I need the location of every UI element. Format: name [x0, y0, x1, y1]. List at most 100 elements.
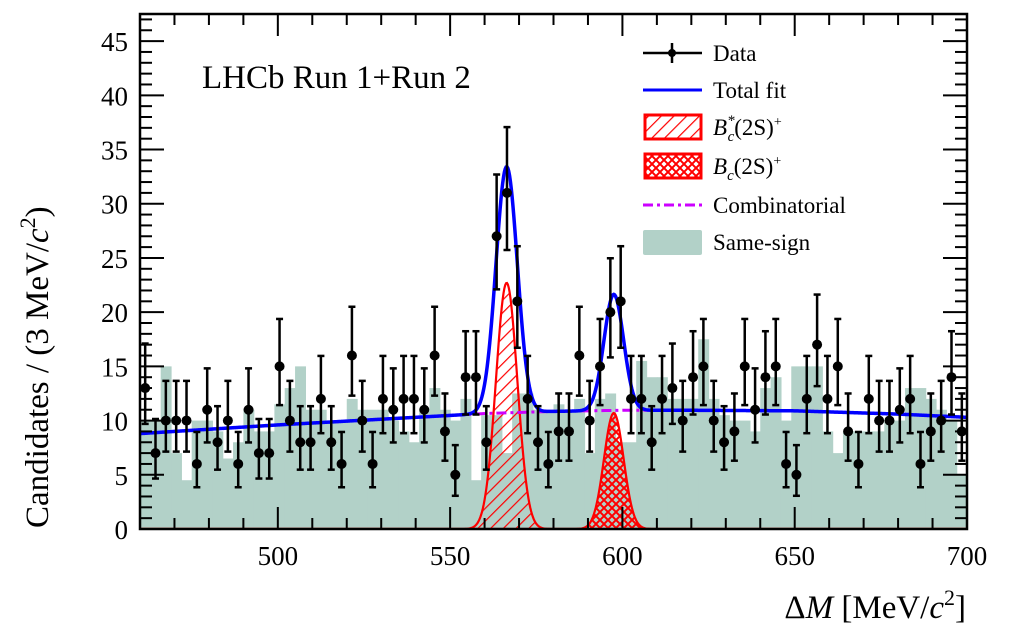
- data-point: [605, 256, 616, 359]
- data-marker: [481, 437, 492, 448]
- data-point: [657, 354, 668, 435]
- y-tick-label: 20: [101, 298, 128, 328]
- data-point: [264, 417, 275, 480]
- data-marker: [388, 404, 399, 415]
- bc-rest: (2S): [734, 154, 774, 179]
- data-point: [377, 354, 388, 435]
- data-point: [832, 317, 843, 407]
- data-point: [181, 379, 192, 453]
- data-marker: [408, 393, 419, 404]
- same-sign-bin: [667, 398, 679, 529]
- same-sign-bin: [594, 398, 606, 529]
- same-sign-bin: [243, 409, 255, 529]
- x-title-unit-c: c: [929, 590, 944, 626]
- data-point: [760, 329, 771, 416]
- data-point: [481, 404, 492, 471]
- y-tick-label: 35: [101, 136, 128, 166]
- same-sign-bin: [408, 442, 420, 529]
- data-marker: [243, 404, 254, 415]
- data-marker: [688, 372, 699, 383]
- y-tick-label: 15: [101, 352, 128, 382]
- data-point: [564, 392, 575, 462]
- data-point: [346, 305, 357, 397]
- same-sign-bin: [904, 388, 916, 529]
- same-sign-bin: [315, 409, 327, 529]
- legend-entry-combinatorial: Combinatorial: [643, 193, 846, 218]
- same-sign-bin: [326, 420, 338, 529]
- data-point: [915, 430, 926, 489]
- data-point: [336, 430, 347, 489]
- data-point: [956, 392, 967, 462]
- data-marker: [326, 437, 337, 448]
- data-marker: [191, 458, 202, 469]
- x-axis-title: ΔM [MeV/c2]: [784, 585, 966, 626]
- data-point: [150, 417, 161, 480]
- data-marker: [894, 404, 905, 415]
- data-marker: [295, 437, 306, 448]
- data-point: [171, 379, 182, 453]
- same-sign-bin: [388, 420, 400, 529]
- same-sign-bin: [822, 431, 834, 529]
- data-point: [367, 430, 378, 489]
- same-sign-bin: [398, 431, 410, 529]
- same-sign-bin: [749, 431, 761, 529]
- data-marker: [843, 426, 854, 437]
- data-point: [905, 354, 916, 435]
- same-sign-bin: [553, 404, 565, 529]
- same-sign-bin: [346, 398, 358, 529]
- same-sign-bin: [460, 398, 472, 529]
- data-marker: [946, 372, 957, 383]
- data-point: [202, 367, 213, 444]
- data-marker: [925, 426, 936, 437]
- data-marker: [212, 437, 223, 448]
- same-sign-bin: [935, 409, 947, 529]
- data-marker: [698, 361, 709, 372]
- data-marker: [429, 350, 440, 361]
- data-marker: [377, 393, 388, 404]
- same-sign-bin: [253, 431, 265, 529]
- y-tick-label: 5: [115, 461, 129, 491]
- data-marker: [419, 404, 430, 415]
- data-marker: [626, 393, 637, 404]
- y-axis-title: Candidates / (3 MeV/c2): [15, 206, 56, 528]
- data-point: [388, 367, 399, 444]
- data-marker: [543, 458, 554, 469]
- data-marker: [532, 437, 543, 448]
- data-point: [688, 329, 699, 416]
- data-point: [305, 404, 316, 471]
- data-point: [781, 430, 792, 489]
- data-point: [450, 443, 461, 498]
- y-tick-label: 10: [101, 407, 128, 437]
- bcstar-sup: *: [727, 113, 735, 129]
- data-point: [791, 443, 802, 498]
- same-sign-bin: [801, 366, 813, 529]
- legend-label-combinatorial: Combinatorial: [713, 193, 846, 218]
- data-point: [729, 392, 740, 462]
- bc-charge: +: [773, 154, 781, 169]
- same-sign-bin: [481, 415, 493, 529]
- data-marker: [284, 415, 295, 426]
- x-tick-label: 550: [430, 541, 471, 571]
- same-sign-bin: [708, 398, 720, 529]
- data-marker: [202, 404, 213, 415]
- data-point: [491, 173, 502, 291]
- data-point: [925, 392, 936, 462]
- x-tick-label: 600: [602, 541, 643, 571]
- data-point: [460, 329, 471, 416]
- same-sign-bin: [419, 409, 431, 529]
- data-marker: [305, 437, 316, 448]
- y-title-sup: 2: [15, 217, 40, 228]
- data-point: [532, 404, 543, 471]
- data-point: [160, 379, 171, 453]
- data-marker: [667, 383, 678, 394]
- data-point: [946, 329, 957, 416]
- legend-same-sign-swatch: [643, 230, 702, 255]
- legend-bcstar-hatch: [645, 115, 701, 139]
- same-sign-bin: [760, 388, 772, 529]
- data-marker: [501, 187, 512, 198]
- data-marker: [822, 393, 833, 404]
- bc-sub: c: [727, 168, 734, 184]
- data-marker: [760, 372, 771, 383]
- same-sign-bin: [284, 388, 296, 529]
- data-marker: [832, 361, 843, 372]
